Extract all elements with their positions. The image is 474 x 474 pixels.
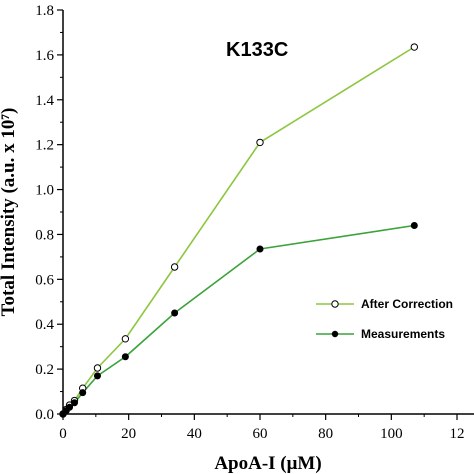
y-tick-label: 1.6 [35,48,54,64]
y-tick-label: 0.4 [35,317,54,333]
data-point-series-0 [410,43,419,51]
data-point-series-0 [170,263,179,271]
data-point-series-1 [66,403,74,411]
data-point-series-1 [171,309,179,317]
y-axis-title: Total Intensity (a.u. x 10⁷) [0,108,19,317]
data-point-series-1 [410,221,418,229]
y-tick-label: 1.8 [35,3,54,19]
legend-marker-measurements [331,330,339,338]
data-point-series-0 [121,335,130,343]
data-point-series-1 [93,372,101,380]
data-point-series-1 [70,399,78,407]
chart-title: K133C [226,39,288,61]
x-tick-label: 0 [59,426,67,442]
x-tick-label: 60 [253,426,268,442]
y-tick-label: 0.0 [35,407,54,423]
x-tick-label: 40 [187,426,202,442]
y-tick-label: 1.2 [35,138,54,154]
series-layer [59,43,419,418]
data-point-series-1 [79,389,87,397]
x-axis-title: ApoA-I (μM) [214,453,321,474]
x-tick-label: 100 [380,426,403,442]
tick-labels: 0.0 0.2 0.4 0.6 0.8 1.0 1.2 1.4 1.6 1.8 0 20 40 60 80 1… [35,3,464,442]
axis-ticks [57,9,458,420]
data-point-series-0 [256,138,264,147]
y-tick-label: 0.2 [35,362,54,378]
y-tick-label: 1.4 [35,93,54,109]
series-line-0 [62,46,415,415]
legend-marker-after-correction [331,300,339,308]
legend-label-after-correction: After Correction [361,297,453,311]
series-line-1 [62,224,415,415]
y-tick-label: 0.6 [35,272,54,288]
legend: After Correction Measurements [316,297,453,341]
data-point-series-1 [121,353,129,361]
data-point-series-0 [93,364,102,372]
y-tick-label: 1.0 [35,183,54,199]
x-tick-label: 20 [121,426,136,442]
x-tick-label: 80 [318,426,333,442]
x-tick-label: 12 [450,426,465,442]
legend-label-measurements: Measurements [361,327,445,341]
data-point-series-1 [256,245,264,253]
y-tick-label: 0.8 [35,227,54,243]
